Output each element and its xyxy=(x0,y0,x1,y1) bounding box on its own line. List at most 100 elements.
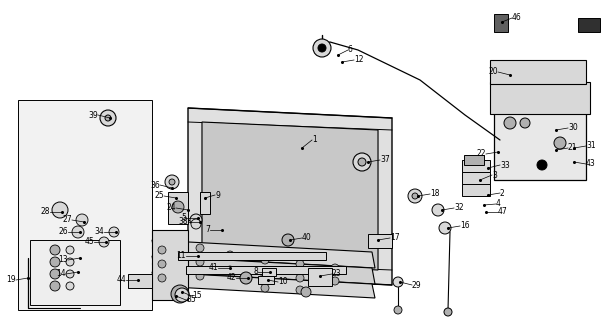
Bar xyxy=(186,266,346,274)
Circle shape xyxy=(331,264,339,272)
Circle shape xyxy=(76,214,88,226)
Text: 45: 45 xyxy=(84,237,94,246)
Text: 6: 6 xyxy=(348,45,353,54)
Circle shape xyxy=(439,222,451,234)
Circle shape xyxy=(261,271,269,279)
Polygon shape xyxy=(494,112,586,180)
Circle shape xyxy=(50,257,60,267)
Circle shape xyxy=(432,204,444,216)
Text: 14: 14 xyxy=(56,269,66,278)
Circle shape xyxy=(261,284,269,292)
Circle shape xyxy=(444,308,452,316)
Circle shape xyxy=(176,290,184,298)
Bar xyxy=(258,276,274,284)
Circle shape xyxy=(412,193,418,199)
Circle shape xyxy=(520,118,530,128)
Circle shape xyxy=(353,153,371,171)
Circle shape xyxy=(66,282,74,290)
Circle shape xyxy=(196,244,204,252)
Circle shape xyxy=(50,245,60,255)
Polygon shape xyxy=(202,122,378,270)
Text: 19: 19 xyxy=(7,276,16,284)
Circle shape xyxy=(165,175,179,189)
Text: 32: 32 xyxy=(454,204,464,212)
Bar xyxy=(200,192,210,214)
Circle shape xyxy=(105,115,111,121)
Bar xyxy=(128,274,152,288)
Polygon shape xyxy=(152,240,375,268)
Text: 41: 41 xyxy=(208,263,218,273)
Circle shape xyxy=(408,189,422,203)
Circle shape xyxy=(66,246,74,254)
Text: 10: 10 xyxy=(278,277,288,286)
Circle shape xyxy=(191,219,201,229)
Circle shape xyxy=(158,260,166,268)
Circle shape xyxy=(66,258,74,266)
Circle shape xyxy=(393,277,403,287)
Text: 12: 12 xyxy=(354,55,364,65)
Text: 44: 44 xyxy=(116,276,126,284)
Circle shape xyxy=(226,266,234,274)
Circle shape xyxy=(331,277,339,285)
Polygon shape xyxy=(490,82,590,114)
Text: 20: 20 xyxy=(489,68,498,76)
Circle shape xyxy=(72,226,84,238)
Text: 46: 46 xyxy=(512,13,522,22)
Circle shape xyxy=(190,214,202,226)
Circle shape xyxy=(261,256,269,264)
Text: 26: 26 xyxy=(59,228,68,236)
Text: 39: 39 xyxy=(88,110,98,119)
Text: 25: 25 xyxy=(155,191,164,201)
Circle shape xyxy=(301,287,311,297)
Text: 11: 11 xyxy=(176,252,186,260)
Text: 22: 22 xyxy=(477,149,486,158)
Polygon shape xyxy=(152,230,188,300)
Text: 8: 8 xyxy=(253,268,258,276)
Circle shape xyxy=(282,234,294,246)
Text: 40: 40 xyxy=(302,234,312,243)
Text: 5: 5 xyxy=(181,213,186,222)
Text: 16: 16 xyxy=(460,221,470,230)
Text: 30: 30 xyxy=(568,124,578,132)
Bar xyxy=(462,184,490,196)
Text: 1: 1 xyxy=(312,135,316,145)
Bar xyxy=(578,18,600,32)
Text: 7: 7 xyxy=(205,226,210,235)
Circle shape xyxy=(66,270,74,278)
Text: 9: 9 xyxy=(215,190,220,199)
Circle shape xyxy=(296,260,304,268)
Text: 24: 24 xyxy=(166,204,176,212)
Circle shape xyxy=(171,285,189,303)
Circle shape xyxy=(158,246,166,254)
Bar xyxy=(462,160,490,172)
Circle shape xyxy=(100,110,116,126)
Circle shape xyxy=(358,158,366,166)
Circle shape xyxy=(172,201,184,213)
Text: 27: 27 xyxy=(62,215,72,225)
Bar xyxy=(464,155,484,165)
Text: 13: 13 xyxy=(59,255,68,265)
Text: 3: 3 xyxy=(492,171,497,180)
Text: 47: 47 xyxy=(498,207,508,217)
Bar xyxy=(178,252,326,260)
Text: 34: 34 xyxy=(94,228,104,236)
Bar xyxy=(494,14,508,32)
Text: 18: 18 xyxy=(430,189,440,198)
Circle shape xyxy=(296,286,304,294)
Circle shape xyxy=(109,227,119,237)
Text: 42: 42 xyxy=(226,274,236,283)
Bar xyxy=(308,268,332,286)
Text: 29: 29 xyxy=(412,281,422,290)
Circle shape xyxy=(196,272,204,280)
Circle shape xyxy=(296,274,304,282)
Bar xyxy=(262,268,276,276)
Circle shape xyxy=(169,179,175,185)
Text: 35: 35 xyxy=(186,295,196,305)
Circle shape xyxy=(99,237,109,247)
Text: 23: 23 xyxy=(332,269,342,278)
Text: 4: 4 xyxy=(496,199,501,209)
Text: 37: 37 xyxy=(380,156,390,164)
Polygon shape xyxy=(18,100,152,310)
Polygon shape xyxy=(152,256,375,284)
Polygon shape xyxy=(30,240,120,305)
